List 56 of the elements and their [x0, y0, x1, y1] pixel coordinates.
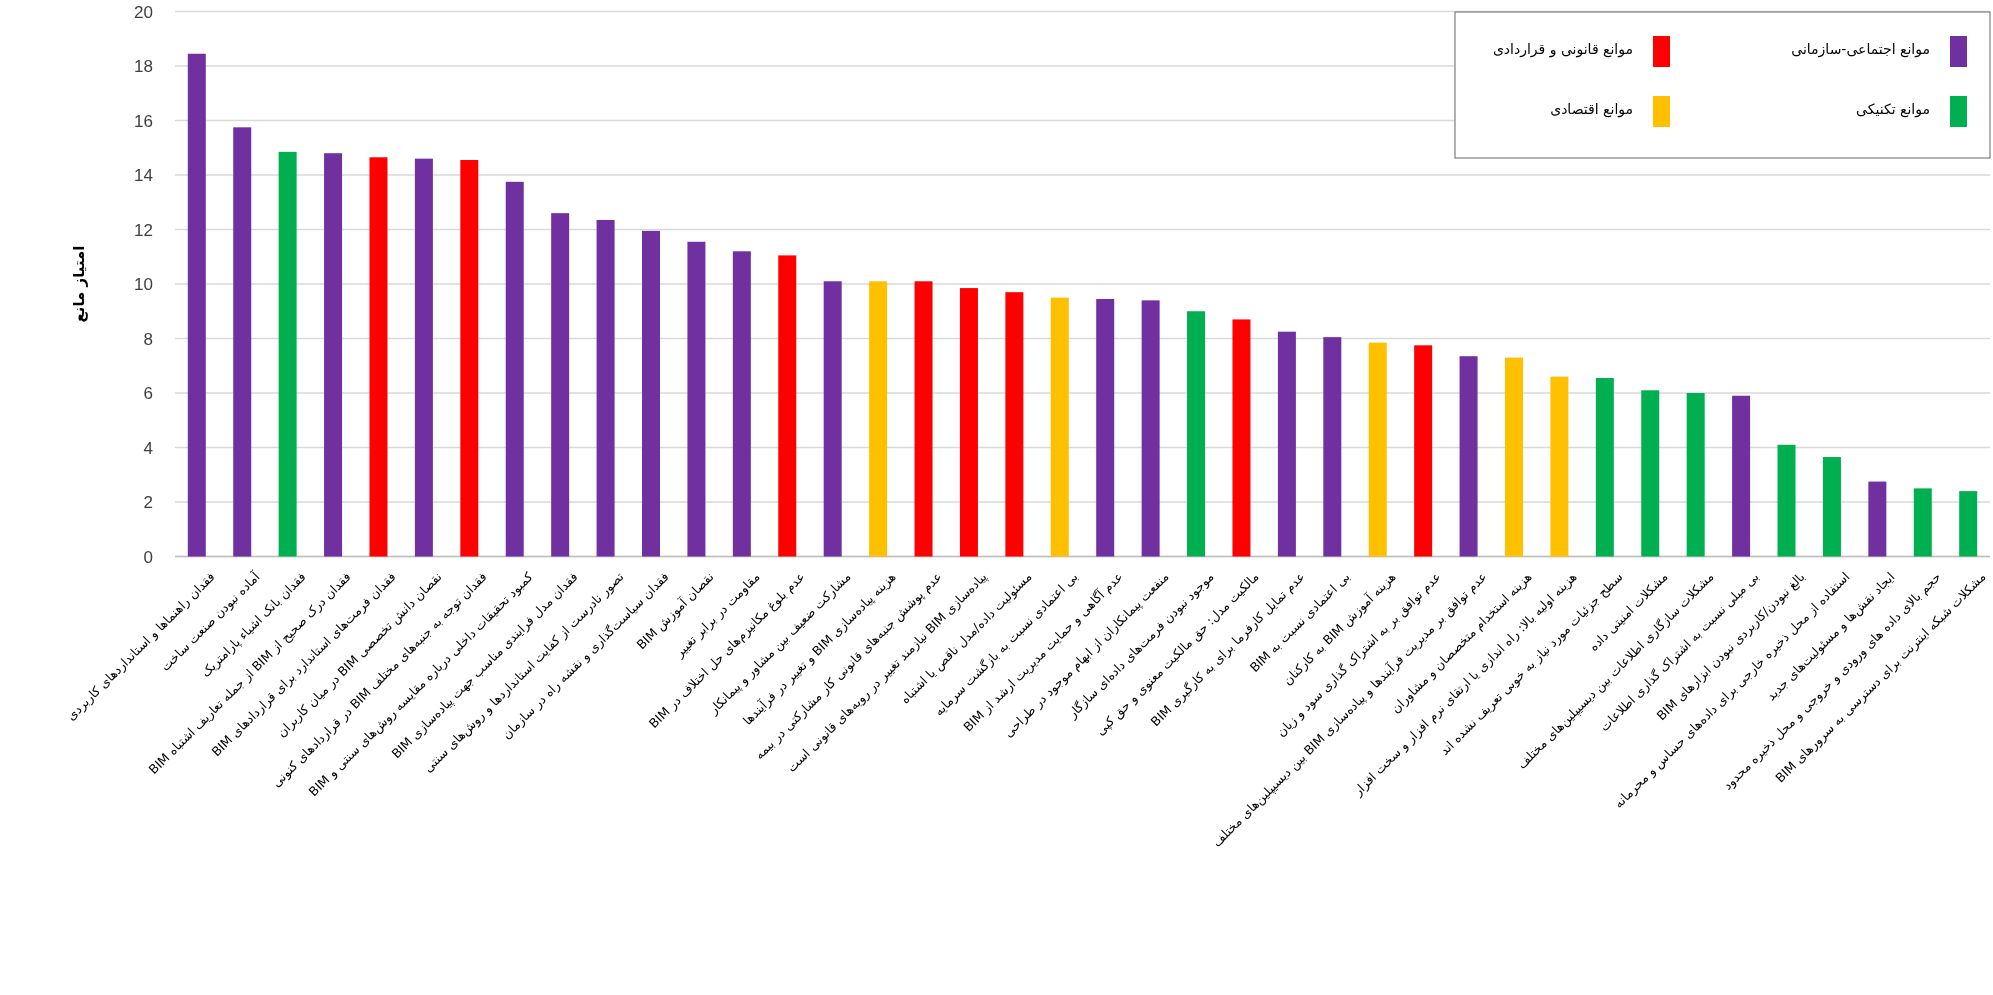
- y-tick-label: 2: [143, 493, 153, 512]
- legend-label: موانع تکنیکی: [1856, 101, 1930, 117]
- y-tick-label: 0: [143, 547, 153, 567]
- bar: [869, 281, 888, 557]
- y-tick-label: 20: [134, 2, 153, 22]
- bar: [1868, 481, 1887, 557]
- y-tick-label: 16: [134, 111, 153, 131]
- bar: [1732, 395, 1751, 557]
- bar: [1686, 393, 1705, 557]
- bar: [1050, 297, 1069, 557]
- bar: [1913, 488, 1932, 557]
- y-tick-label: 10: [134, 275, 153, 294]
- bar: [1277, 331, 1296, 557]
- legend-label: موانع قانونی و قراردادی: [1492, 41, 1633, 57]
- bar: [1641, 390, 1660, 557]
- y-tick-label: 18: [134, 57, 153, 76]
- bar: [596, 219, 615, 557]
- bar: [1822, 457, 1841, 557]
- bar: [1777, 444, 1796, 557]
- bar: [1459, 356, 1478, 557]
- bar: [823, 281, 842, 557]
- bar: [187, 53, 206, 557]
- bar: [1141, 300, 1160, 557]
- bar: [1959, 491, 1978, 557]
- bar: [687, 241, 706, 557]
- bar: [1595, 378, 1614, 557]
- bar: [1414, 345, 1433, 557]
- bar: [233, 127, 252, 557]
- bar: [1368, 342, 1387, 557]
- bar: [551, 213, 570, 557]
- bar: [278, 151, 297, 557]
- bar: [1550, 376, 1569, 557]
- y-tick-label: 14: [134, 166, 153, 185]
- legend-label: موانع اقتصادی: [1550, 101, 1633, 117]
- bar: [1187, 311, 1206, 557]
- bar: [1323, 337, 1342, 557]
- bar: [1504, 357, 1523, 557]
- bar: [642, 230, 661, 557]
- y-tick-label: 12: [134, 220, 153, 240]
- bar: [732, 251, 751, 557]
- y-axis-title: امتیاز مانع: [70, 245, 88, 323]
- bar: [414, 158, 433, 557]
- bar: [1005, 292, 1024, 557]
- bar: [1096, 298, 1115, 557]
- legend-label: موانع اجتماعی-سازمانی: [1791, 41, 1930, 57]
- bar: [369, 157, 388, 557]
- bar: [460, 160, 479, 557]
- bar: [505, 181, 524, 557]
- bar: [778, 255, 797, 557]
- y-tick-label: 4: [143, 438, 153, 458]
- bar: [1232, 319, 1251, 557]
- bar: [914, 281, 933, 557]
- bar: [324, 153, 343, 557]
- bar: [959, 288, 978, 557]
- y-tick-label: 8: [143, 329, 153, 349]
- y-tick-label: 6: [143, 384, 153, 403]
